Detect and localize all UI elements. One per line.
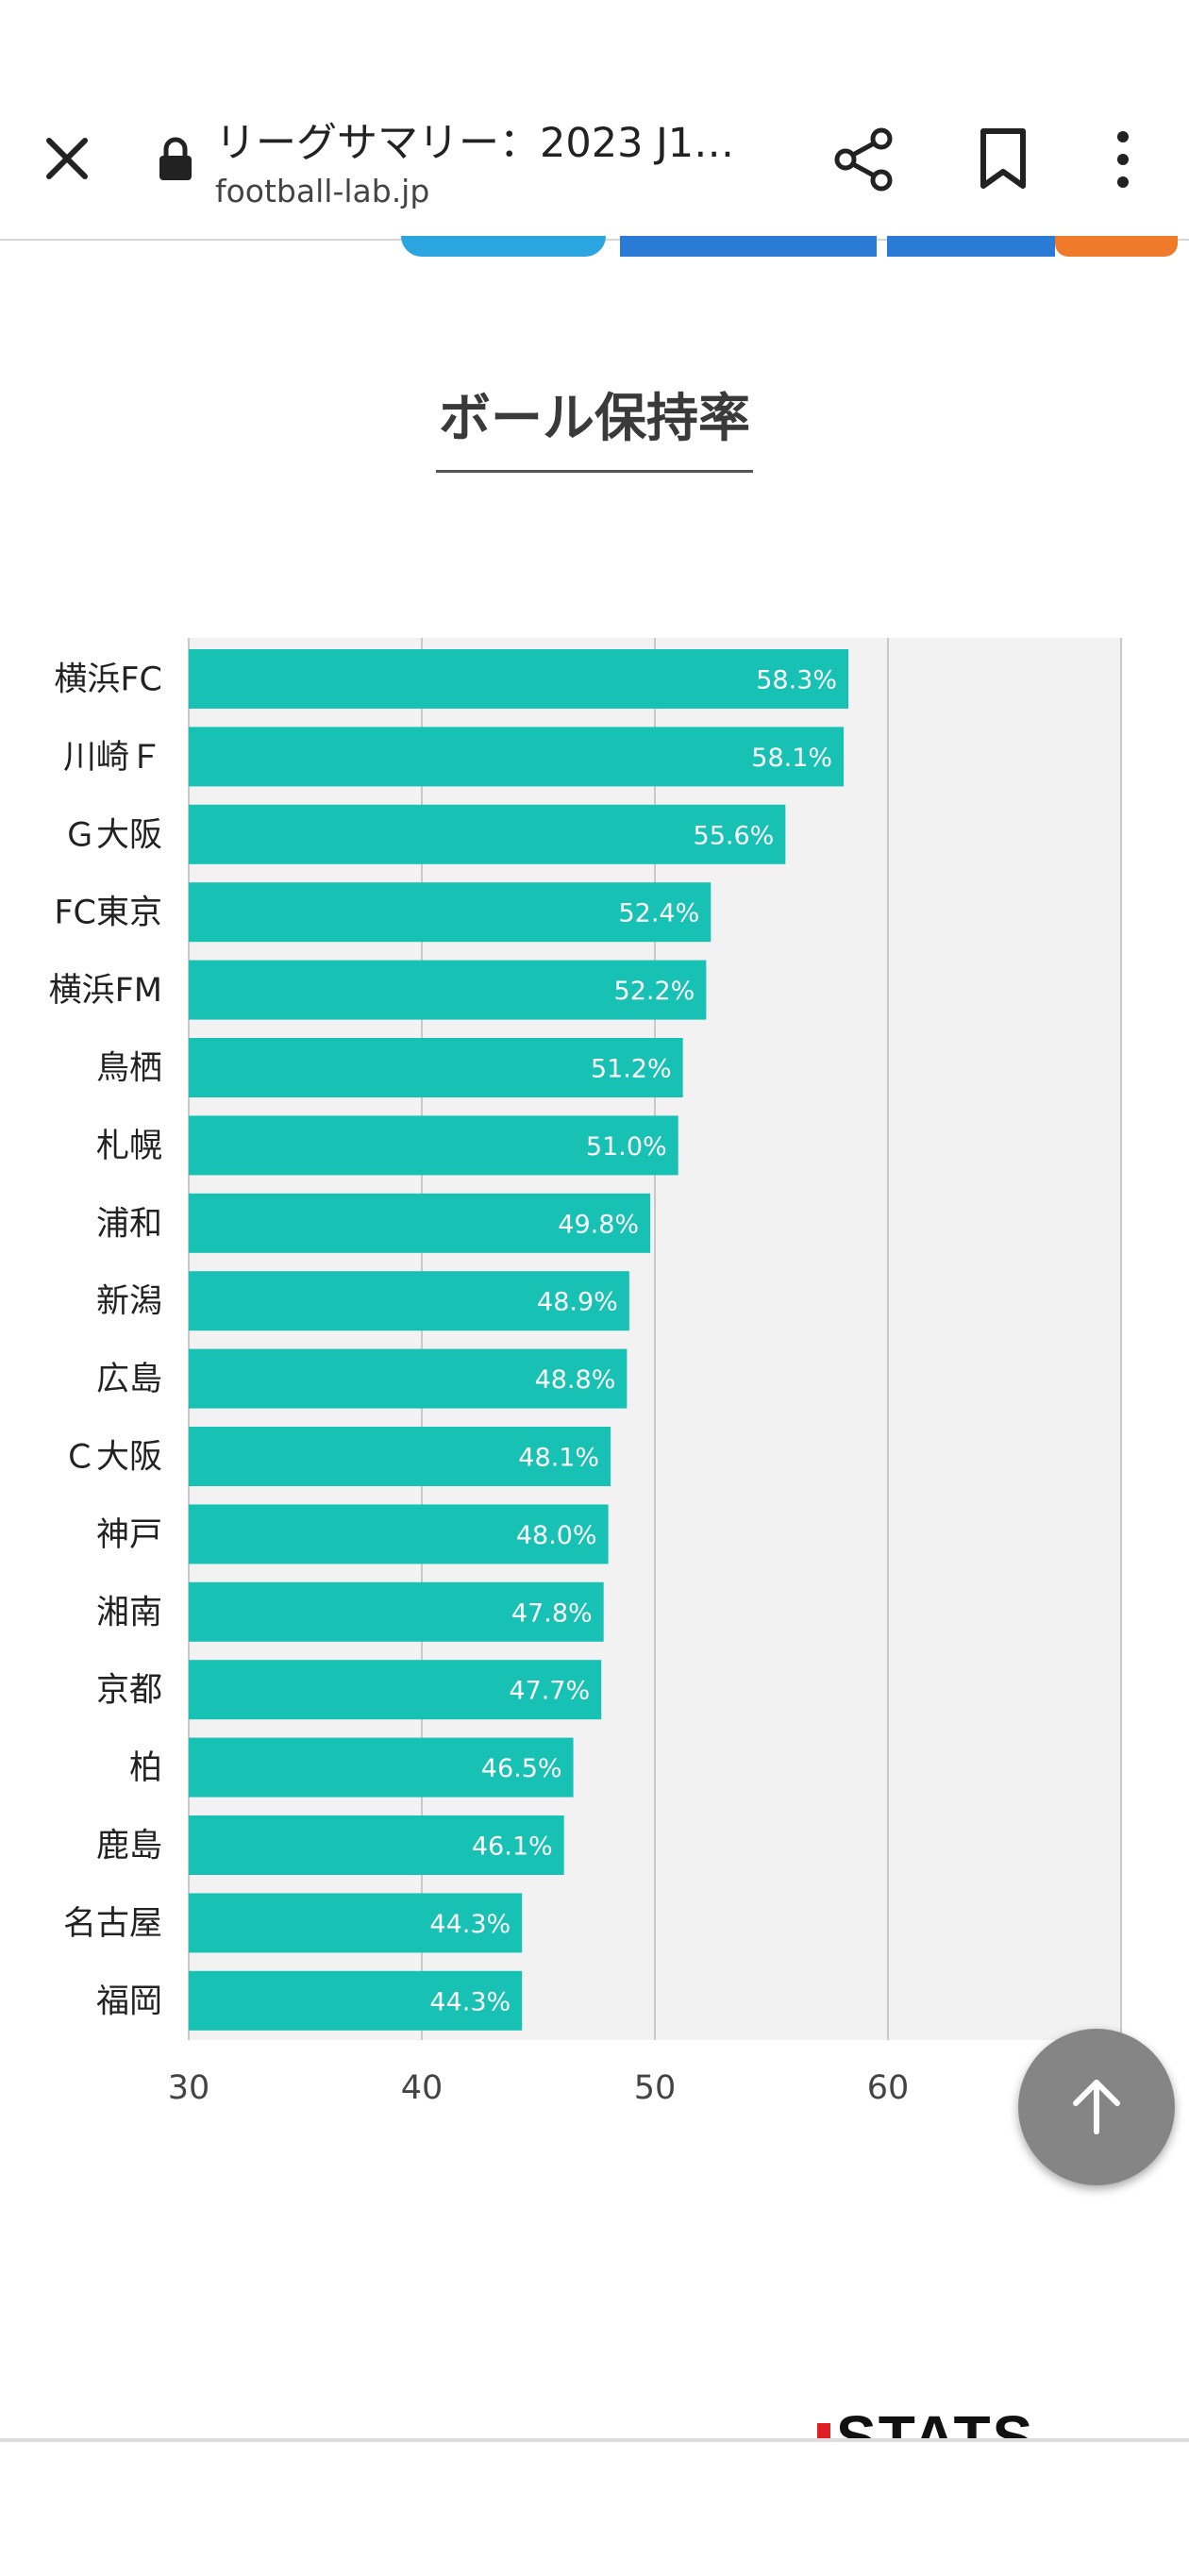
bar-value-label: 44.3% [429,1910,511,1939]
team-label: 京都 [96,1672,162,1710]
bar-value-label: 47.7% [509,1677,590,1706]
bar[interactable] [189,804,786,864]
bar-value-label: 55.6% [694,821,775,850]
x-tick-label: 30 [168,2069,210,2107]
bar[interactable] [189,1581,604,1642]
bar[interactable] [189,1271,629,1331]
bar-value-label: 58.3% [756,666,837,695]
bar-value-label: 52.2% [614,977,695,1006]
bar[interactable] [189,1660,602,1720]
team-label: 鹿島 [96,1828,162,1865]
bar[interactable] [189,1815,564,1875]
lock-icon [157,137,194,182]
browser-toolbar: リーグサマリー：2023 J1… football-lab.jp [0,80,1189,241]
team-label: Ｃ大阪 [63,1439,162,1477]
arrow-up-icon [1073,2080,1120,2134]
page-title[interactable]: リーグサマリー：2023 J1… [215,120,735,167]
bar[interactable] [189,1893,523,1953]
team-label: 柏 [129,1749,162,1787]
twitter-share-button[interactable] [401,236,606,257]
bar[interactable] [189,1737,574,1798]
bar-value-label: 58.1% [751,744,832,773]
bar-value-label: 52.4% [618,899,699,928]
bar-value-label: 48.1% [518,1444,599,1473]
line-share-button[interactable] [887,236,1055,257]
footer-logo: STATS [812,2397,1123,2439]
bar-value-label: 49.8% [558,1210,639,1239]
scroll-top-button[interactable] [1018,2029,1175,2185]
team-label: 神戸 [96,1516,162,1554]
bar-value-label: 51.0% [586,1132,667,1162]
share-icon[interactable] [830,125,898,193]
bar-value-label: 48.9% [537,1288,618,1317]
team-label: Ｇ大阪 [63,816,162,854]
team-label: 川崎Ｆ [63,739,162,777]
team-label: 湘南 [96,1594,162,1631]
bookmark-icon[interactable] [972,125,1034,193]
bar-value-label: 48.8% [535,1365,616,1395]
team-label: 新潟 [96,1283,162,1321]
close-icon[interactable] [36,127,98,190]
bar-value-label: 46.5% [481,1754,562,1783]
bar[interactable] [189,649,849,709]
possession-bar-chart: 304050607058.3%横浜FC58.1%川崎Ｆ55.6%Ｇ大阪52.4%… [49,638,1142,2107]
logo-text: STATS [836,2403,1035,2439]
x-tick-label: 60 [867,2069,910,2107]
x-tick-label: 50 [634,2069,677,2107]
heading-underline [436,470,753,473]
bar[interactable] [189,1348,628,1409]
bar-value-label: 44.3% [429,1987,511,2016]
facebook-share-button[interactable] [620,236,877,257]
team-label: 横浜FM [49,972,162,1010]
team-label: 浦和 [96,1205,162,1243]
bar-value-label: 51.2% [591,1055,672,1084]
page-url[interactable]: football-lab.jp [215,173,430,209]
bar[interactable] [189,1115,678,1176]
bar[interactable] [189,1427,611,1486]
chart-svg: 304050607058.3%横浜FC58.1%川崎Ｆ55.6%Ｇ大阪52.4%… [49,638,1142,2107]
bar[interactable] [189,727,845,787]
bar-value-label: 48.0% [516,1521,597,1550]
team-label: 横浜FC [54,661,162,699]
logo-mark [817,2423,830,2439]
hatena-share-button[interactable] [1055,236,1178,257]
team-label: 福岡 [96,1982,162,2020]
section-heading: ボール保持率 [438,388,750,448]
team-label: 広島 [96,1361,162,1398]
bar[interactable] [189,960,707,1020]
team-label: 札幌 [96,1128,162,1165]
x-tick-label: 40 [401,2069,444,2107]
team-label: 名古屋 [63,1905,162,1943]
more-vert-icon[interactable] [1104,125,1142,193]
bar-value-label: 46.1% [472,1832,553,1862]
team-label: 鳥栖 [96,1050,162,1088]
bar[interactable] [189,1970,523,2031]
footer-divider [0,2438,1189,2442]
bar-value-label: 47.8% [511,1598,593,1628]
bar[interactable] [189,1193,651,1253]
team-label: FC東京 [54,895,162,932]
bar[interactable] [189,1038,683,1097]
bar[interactable] [189,882,712,943]
bar[interactable] [189,1504,609,1564]
